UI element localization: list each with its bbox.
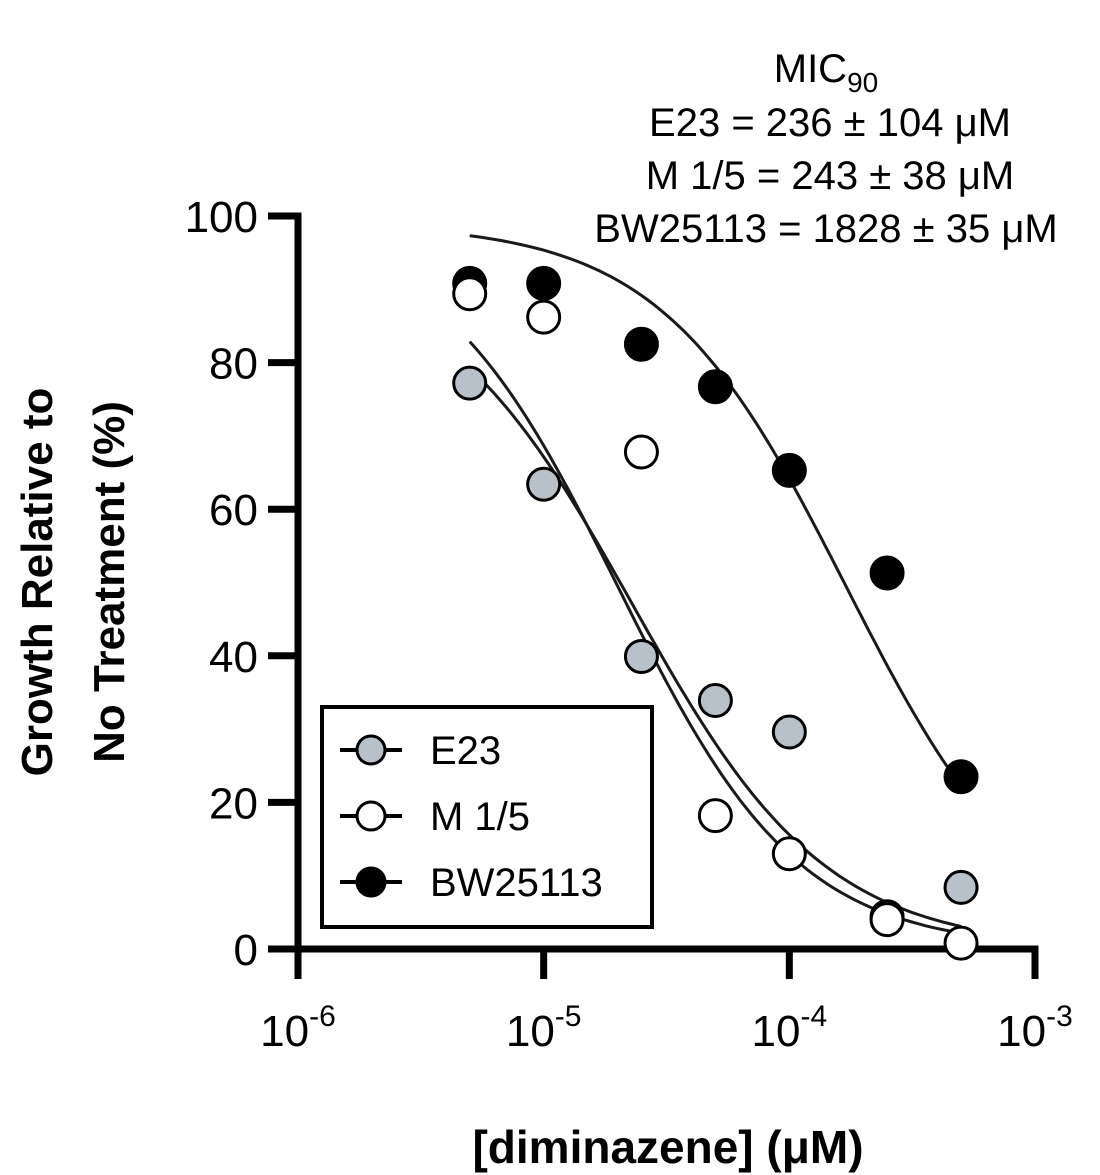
point-m-1-5-7 [943, 925, 979, 961]
x-tick-label-1e-3: 10-3 [997, 1000, 1073, 1056]
legend-label-m-1-5: M 1/5 [430, 795, 530, 839]
axes [294, 212, 1039, 953]
fit-curve-e23 [468, 367, 962, 928]
y-ticks: 0 20 40 60 80 100 [185, 193, 298, 975]
legend-marker-bw25113 [355, 866, 387, 898]
point-m-1-5-2 [526, 299, 562, 335]
x-axis-label: [diminazene] (μM) [472, 1121, 863, 1173]
point-bw25113-5 [771, 452, 807, 488]
legend-label-bw25113: BW25113 [430, 861, 603, 905]
mic90-bw25113: BW25113 = 1828 ± 35 μM [594, 207, 1057, 251]
legend: E23 M 1/5 BW25113 [320, 705, 654, 929]
legend-marker-m-1-5 [355, 800, 387, 832]
x-tick-label-1e-5: 10-5 [506, 1000, 582, 1056]
y-tick-label-0: 0 [234, 926, 258, 975]
point-bw25113-2 [526, 265, 562, 301]
point-e23-5 [771, 714, 807, 750]
y-tick-label-60: 60 [209, 486, 258, 535]
y-tick-label-20: 20 [209, 779, 258, 828]
point-m-1-5-6 [869, 902, 905, 938]
y-axis-label-line2: No Treatment (%) [85, 401, 134, 763]
point-e23-4 [697, 683, 733, 719]
mic90-annotation: MIC90 E23 = 236 ± 104 μM M 1/5 = 243 ± 3… [594, 47, 1057, 251]
x-tick-label-1e-6: 10-6 [260, 1000, 336, 1056]
mic90-header: MIC90 [774, 47, 878, 98]
x-ticks: 10-6 10-5 10-4 10-3 [260, 949, 1073, 1056]
point-e23-2 [526, 466, 562, 502]
y-tick-label-80: 80 [209, 340, 258, 389]
legend-marker-e23 [355, 734, 387, 766]
point-e23-1 [452, 365, 488, 401]
point-m-1-5-1 [452, 276, 488, 312]
point-e23-7 [943, 869, 979, 905]
mic90-e23: E23 = 236 ± 104 μM [649, 101, 1011, 145]
y-tick-label-100: 100 [185, 193, 258, 242]
point-m-1-5-3 [623, 434, 659, 470]
x-tick-label-1e-4: 10-4 [752, 1000, 828, 1056]
y-tick-label-40: 40 [209, 633, 258, 682]
fit-curve-bw25113 [469, 234, 963, 788]
point-bw25113-4 [697, 369, 733, 405]
point-e23-3 [623, 639, 659, 675]
point-m-1-5-5 [771, 836, 807, 872]
y-axis-label-line1: Growth Relative to [13, 388, 62, 777]
point-m-1-5-4 [697, 798, 733, 834]
point-bw25113-3 [623, 326, 659, 362]
mic90-m15: M 1/5 = 243 ± 38 μM [646, 154, 1015, 198]
point-bw25113-7 [943, 759, 979, 795]
legend-label-e23: E23 [430, 729, 501, 773]
data-points [452, 265, 979, 961]
point-bw25113-6 [869, 555, 905, 591]
